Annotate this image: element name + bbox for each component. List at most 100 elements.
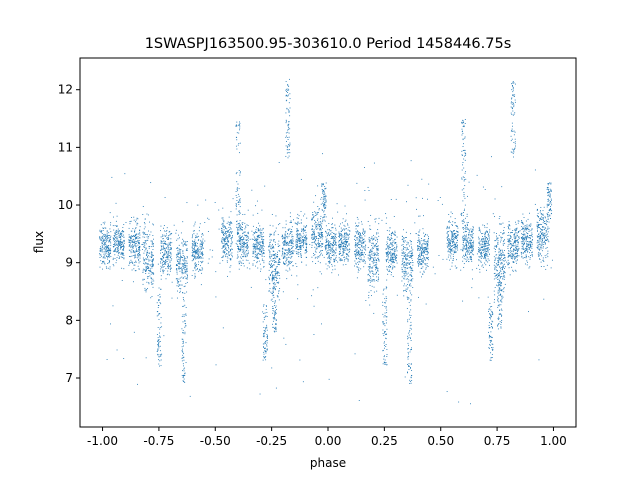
data-point: [167, 263, 169, 265]
data-point: [494, 258, 496, 260]
data-point: [470, 236, 472, 238]
data-point: [483, 225, 485, 227]
data-point: [317, 255, 319, 257]
data-point: [362, 233, 364, 235]
data-point: [423, 242, 425, 244]
data-point: [362, 228, 364, 230]
data-point: [387, 255, 388, 257]
data-point: [242, 224, 243, 225]
data-point: [409, 263, 411, 265]
data-point: [195, 245, 197, 247]
data-point: [463, 240, 465, 242]
data-point: [247, 253, 249, 255]
data-point: [355, 239, 356, 241]
data-point: [368, 237, 370, 238]
data-point: [462, 246, 464, 248]
data-point: [485, 231, 487, 233]
data-point: [529, 237, 530, 239]
data-point: [368, 254, 370, 256]
data-point: [121, 267, 123, 269]
data-point: [273, 277, 275, 279]
data-point: [197, 267, 198, 269]
data-point: [297, 251, 299, 253]
data-point: [107, 252, 109, 253]
data-point: [402, 229, 404, 231]
data-point: [166, 251, 168, 253]
data-point: [331, 272, 333, 274]
data-point: [167, 245, 168, 247]
data-point: [118, 244, 120, 246]
data-point: [311, 238, 313, 240]
data-point: [99, 257, 101, 258]
data-point: [450, 250, 452, 252]
data-point: [242, 239, 244, 241]
data-point: [316, 243, 318, 245]
data-point: [289, 250, 291, 252]
data-point: [481, 239, 482, 240]
data-point: [479, 244, 481, 246]
data-point: [516, 229, 518, 231]
data-point: [332, 243, 333, 245]
data-point: [410, 255, 412, 257]
data-point: [110, 256, 112, 258]
data-point: [274, 268, 276, 270]
data-point: [484, 248, 486, 250]
data-point: [516, 262, 518, 264]
data-point: [418, 263, 419, 264]
data-point: [252, 234, 254, 236]
data-point: [191, 246, 193, 248]
data-point: [449, 220, 450, 222]
data-point: [427, 252, 429, 254]
data-point: [290, 231, 292, 233]
data-point: [507, 228, 509, 230]
data-point: [480, 255, 482, 257]
data-point: [170, 247, 172, 249]
data-point: [404, 262, 405, 264]
data-point: [139, 255, 141, 257]
data-point: [116, 251, 118, 253]
data-point: [138, 249, 140, 251]
data-point: [375, 260, 377, 262]
data-point: [169, 270, 171, 272]
data-point: [288, 233, 290, 235]
data-point: [387, 251, 389, 253]
data-point: [263, 235, 265, 237]
data-point: [229, 223, 231, 225]
data-point: [346, 239, 348, 240]
data-point: [230, 228, 232, 230]
data-point: [508, 255, 510, 256]
data-point: [327, 247, 329, 249]
data-point: [409, 256, 411, 258]
data-point: [260, 248, 262, 250]
data-point: [514, 255, 516, 257]
data-point: [465, 244, 467, 246]
data-point: [394, 247, 396, 248]
data-point: [357, 218, 359, 220]
data-point: [201, 243, 203, 245]
data-point: [496, 270, 498, 272]
data-point: [335, 249, 337, 251]
data-point: [356, 252, 358, 254]
data-point: [286, 265, 288, 267]
data-point: [152, 261, 154, 262]
data-point: [359, 241, 361, 243]
data-point: [372, 247, 374, 249]
data-point: [201, 240, 203, 242]
data-point: [402, 271, 404, 273]
data-point: [150, 264, 152, 266]
data-point: [371, 285, 373, 287]
data-point: [186, 269, 188, 271]
data-point: [314, 215, 316, 216]
data-point: [496, 264, 498, 265]
data-point: [193, 251, 195, 253]
data-point: [407, 278, 408, 280]
data-point: [479, 271, 481, 273]
data-point: [243, 253, 245, 255]
data-point: [261, 250, 263, 252]
data-point: [221, 228, 223, 230]
data-point: [166, 227, 168, 229]
data-point: [325, 236, 327, 238]
data-point: [402, 259, 404, 261]
data-point: [237, 229, 239, 231]
data-point: [448, 242, 450, 244]
